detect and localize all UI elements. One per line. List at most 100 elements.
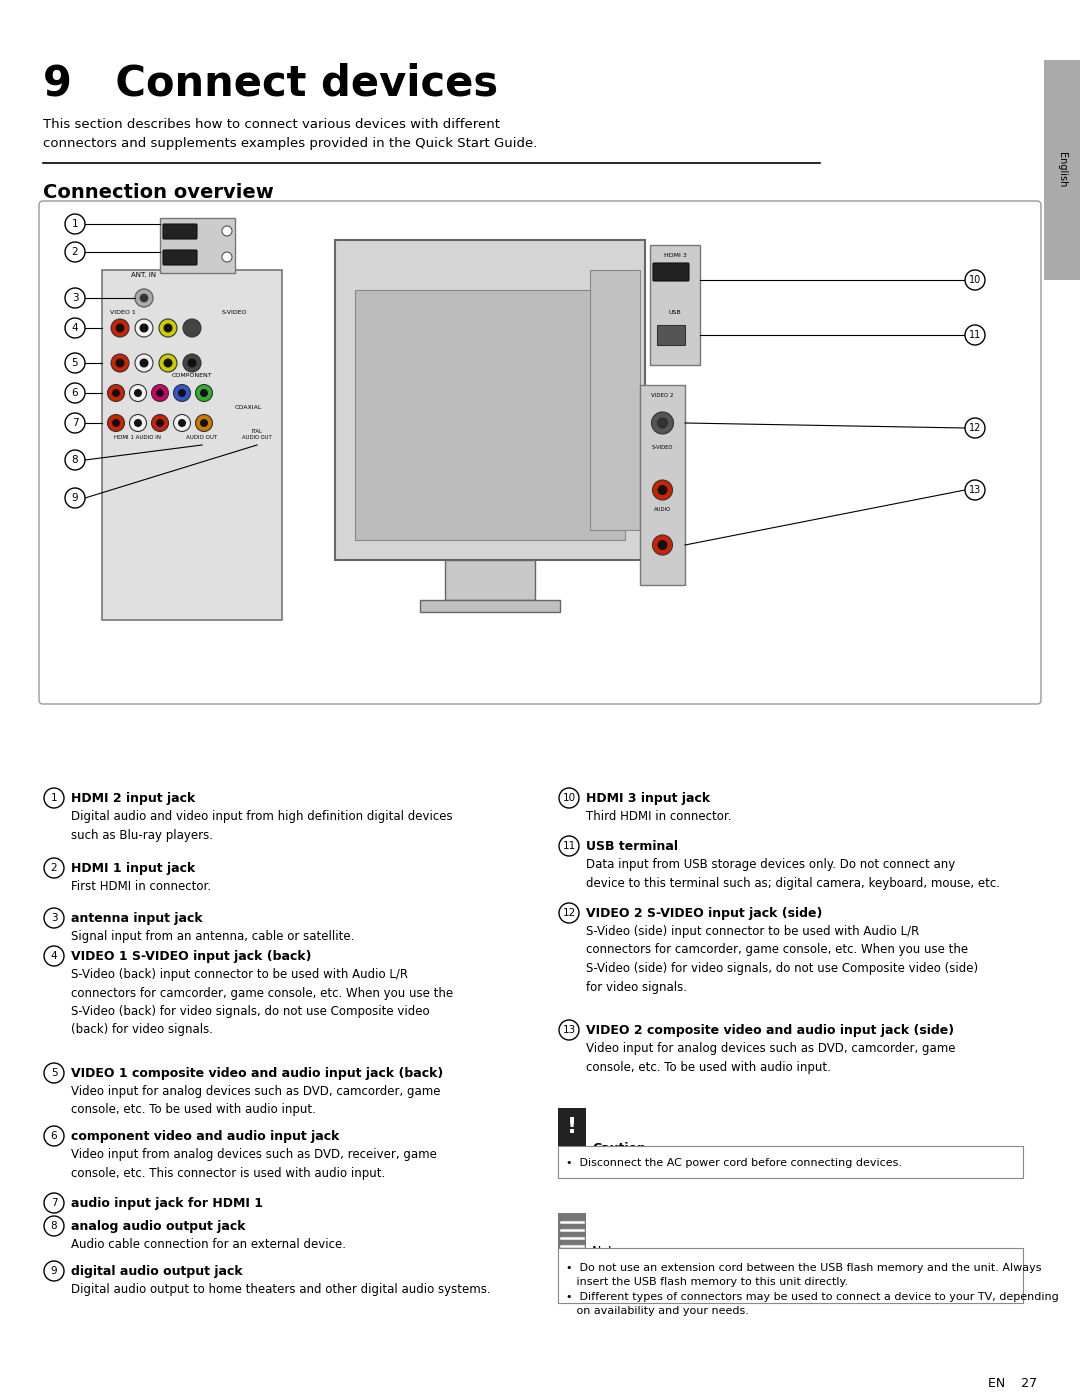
Circle shape	[188, 359, 197, 367]
Bar	[657, 326, 685, 345]
Text: Audio cable connection for an external device.: Audio cable connection for an external d…	[71, 1238, 346, 1250]
Circle shape	[65, 414, 85, 433]
Circle shape	[65, 319, 85, 338]
Circle shape	[222, 251, 232, 263]
Text: VIDEO 2 composite video and audio input jack (side): VIDEO 2 composite video and audio input …	[586, 1024, 954, 1037]
Text: 3: 3	[51, 914, 57, 923]
Circle shape	[652, 481, 673, 500]
Text: HDMI 1 input jack: HDMI 1 input jack	[71, 862, 195, 875]
Text: This section describes how to connect various devices with different
connectors : This section describes how to connect va…	[43, 117, 538, 149]
Bar	[558, 1248, 1023, 1303]
Text: VIDEO 2: VIDEO 2	[651, 393, 674, 398]
FancyBboxPatch shape	[163, 224, 197, 239]
Circle shape	[111, 353, 129, 372]
Text: 8: 8	[51, 1221, 57, 1231]
Circle shape	[178, 419, 186, 427]
Text: 9: 9	[51, 1266, 57, 1275]
Circle shape	[651, 412, 674, 434]
Text: AUDIO: AUDIO	[654, 507, 671, 511]
Text: 13: 13	[563, 1025, 576, 1035]
Text: COMPONENT: COMPONENT	[172, 373, 213, 379]
Text: Third HDMI in connector.: Third HDMI in connector.	[586, 810, 731, 823]
Text: USB terminal: USB terminal	[586, 840, 678, 854]
Text: 6: 6	[71, 388, 79, 398]
Bar	[160, 218, 235, 272]
Circle shape	[559, 902, 579, 923]
Text: •  Disconnect the AC power cord before connecting devices.: • Disconnect the AC power cord before co…	[566, 1158, 902, 1168]
Circle shape	[44, 788, 64, 807]
Circle shape	[65, 353, 85, 373]
Bar	[558, 1108, 1023, 1146]
Circle shape	[65, 450, 85, 469]
Text: digital audio output jack: digital audio output jack	[71, 1266, 243, 1278]
Text: 7: 7	[71, 418, 79, 427]
Circle shape	[134, 388, 141, 397]
Text: HDMI 1 AUDIO IN: HDMI 1 AUDIO IN	[114, 434, 162, 440]
Text: 13: 13	[969, 485, 981, 495]
Circle shape	[559, 1020, 579, 1039]
Circle shape	[156, 388, 164, 397]
Circle shape	[44, 1193, 64, 1213]
Circle shape	[174, 384, 190, 401]
Bar	[355, 291, 625, 541]
Text: Digital audio output to home theaters and other digital audio systems.: Digital audio output to home theaters an…	[71, 1282, 490, 1296]
Circle shape	[159, 353, 177, 372]
Text: ANT. IN: ANT. IN	[132, 272, 157, 278]
Text: analog audio output jack: analog audio output jack	[71, 1220, 245, 1234]
Bar	[102, 270, 282, 620]
Text: 1: 1	[51, 793, 57, 803]
Text: Video input for analog devices such as DVD, camcorder, game
console, etc. To be : Video input for analog devices such as D…	[586, 1042, 956, 1073]
Text: Video input from analog devices such as DVD, receiver, game
console, etc. This c: Video input from analog devices such as …	[71, 1148, 437, 1179]
Text: VIDEO 1 composite video and audio input jack (back): VIDEO 1 composite video and audio input …	[71, 1067, 443, 1080]
Text: 4: 4	[71, 323, 79, 332]
Text: !: !	[567, 1118, 577, 1137]
Text: 8: 8	[71, 455, 79, 465]
Circle shape	[112, 419, 120, 427]
Text: HDMI 2 input jack: HDMI 2 input jack	[71, 792, 195, 805]
Circle shape	[111, 319, 129, 337]
Circle shape	[139, 324, 149, 332]
Text: Data input from USB storage devices only. Do not connect any
device to this term: Data input from USB storage devices only…	[586, 858, 1000, 890]
Bar	[590, 270, 640, 529]
Circle shape	[135, 353, 153, 372]
Text: 1: 1	[71, 219, 79, 229]
Circle shape	[658, 418, 667, 427]
Circle shape	[130, 415, 147, 432]
Circle shape	[195, 415, 213, 432]
Circle shape	[65, 488, 85, 509]
Circle shape	[151, 384, 168, 401]
Text: VIDEO 1: VIDEO 1	[110, 310, 136, 314]
Circle shape	[135, 319, 153, 337]
Text: audio input jack for HDMI 1: audio input jack for HDMI 1	[71, 1197, 264, 1210]
Circle shape	[652, 535, 673, 555]
Circle shape	[966, 326, 985, 345]
Text: S-VIDEO: S-VIDEO	[222, 310, 247, 314]
Text: •  Do not use an extension cord between the USB flash memory and the unit. Alway: • Do not use an extension cord between t…	[566, 1263, 1058, 1316]
Circle shape	[559, 788, 579, 807]
Text: S-Video (back) input connector to be used with Audio L/R
connectors for camcorde: S-Video (back) input connector to be use…	[71, 968, 454, 1037]
Bar	[558, 1146, 1023, 1178]
Circle shape	[44, 1063, 64, 1083]
Circle shape	[200, 388, 208, 397]
Text: 9: 9	[71, 493, 79, 503]
Circle shape	[966, 418, 985, 439]
Text: VIDEO 2 S-VIDEO input jack (side): VIDEO 2 S-VIDEO input jack (side)	[586, 907, 822, 921]
Text: First HDMI in connector.: First HDMI in connector.	[71, 880, 211, 893]
FancyBboxPatch shape	[39, 201, 1041, 704]
Text: S-Video (side) input connector to be used with Audio L/R
connectors for camcorde: S-Video (side) input connector to be use…	[586, 925, 978, 993]
Text: COAXIAL: COAXIAL	[234, 405, 262, 409]
Text: USB: USB	[669, 310, 681, 314]
Text: 10: 10	[563, 793, 576, 803]
Circle shape	[163, 324, 173, 332]
Circle shape	[156, 419, 164, 427]
Circle shape	[559, 835, 579, 856]
Text: AUDIO OUT: AUDIO OUT	[187, 434, 217, 440]
Text: 2: 2	[51, 863, 57, 873]
Text: 9   Connect devices: 9 Connect devices	[43, 61, 498, 103]
Circle shape	[135, 289, 153, 307]
Bar	[558, 1213, 586, 1248]
Circle shape	[44, 1126, 64, 1146]
Circle shape	[116, 359, 124, 367]
Text: HDMI 3 input jack: HDMI 3 input jack	[586, 792, 711, 805]
Text: ITAL
AUDIO OUT: ITAL AUDIO OUT	[242, 429, 272, 440]
